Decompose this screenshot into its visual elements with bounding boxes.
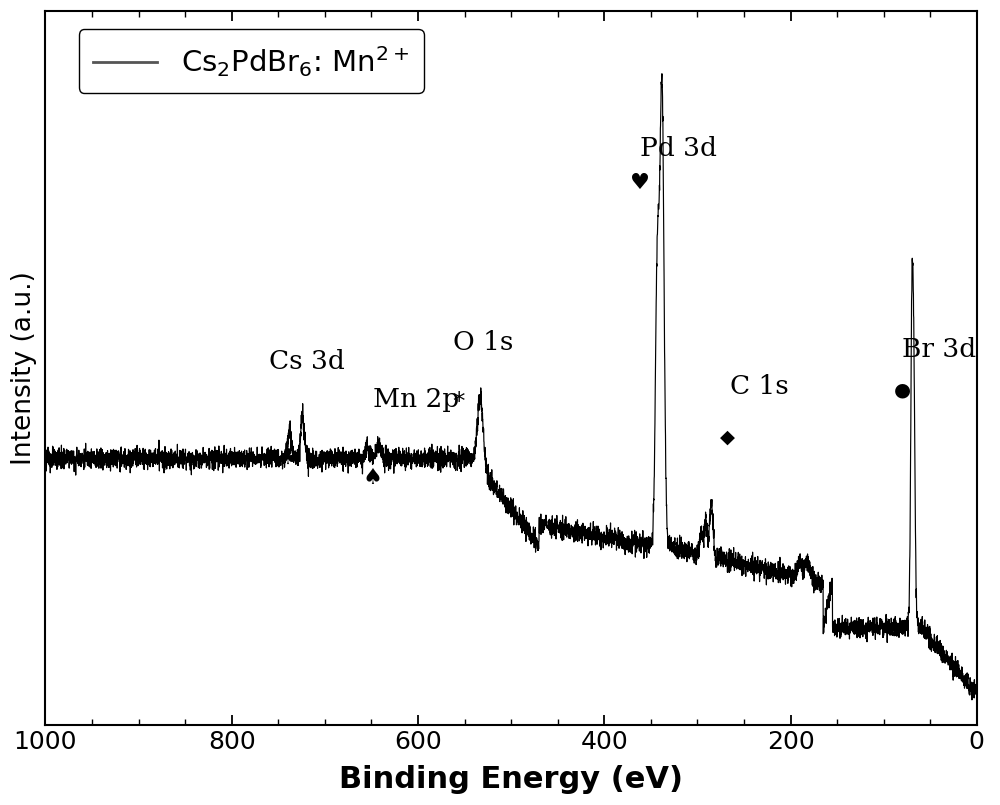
Text: ◆: ◆ [720, 427, 735, 447]
X-axis label: Binding Energy (eV): Binding Energy (eV) [339, 765, 683, 794]
Text: *: * [453, 390, 465, 415]
Text: ●: ● [894, 381, 911, 399]
Legend: $\mathrm{Cs_2PdBr_6}$: $\mathrm{Mn^{2+}}$: $\mathrm{Cs_2PdBr_6}$: $\mathrm{Mn^{2+}}… [79, 29, 424, 93]
Text: C 1s: C 1s [730, 374, 789, 399]
Text: Pd 3d: Pd 3d [640, 136, 717, 161]
Y-axis label: Intensity (a.u.): Intensity (a.u.) [11, 271, 37, 465]
Text: Cs 3d: Cs 3d [269, 349, 345, 374]
Text: ♣: ♣ [278, 449, 298, 469]
Text: ♠: ♠ [362, 468, 382, 488]
Text: Mn 2p: Mn 2p [373, 387, 460, 412]
Text: Br 3d: Br 3d [902, 336, 976, 361]
Text: ♥: ♥ [630, 173, 650, 193]
Text: O 1s: O 1s [453, 331, 514, 356]
